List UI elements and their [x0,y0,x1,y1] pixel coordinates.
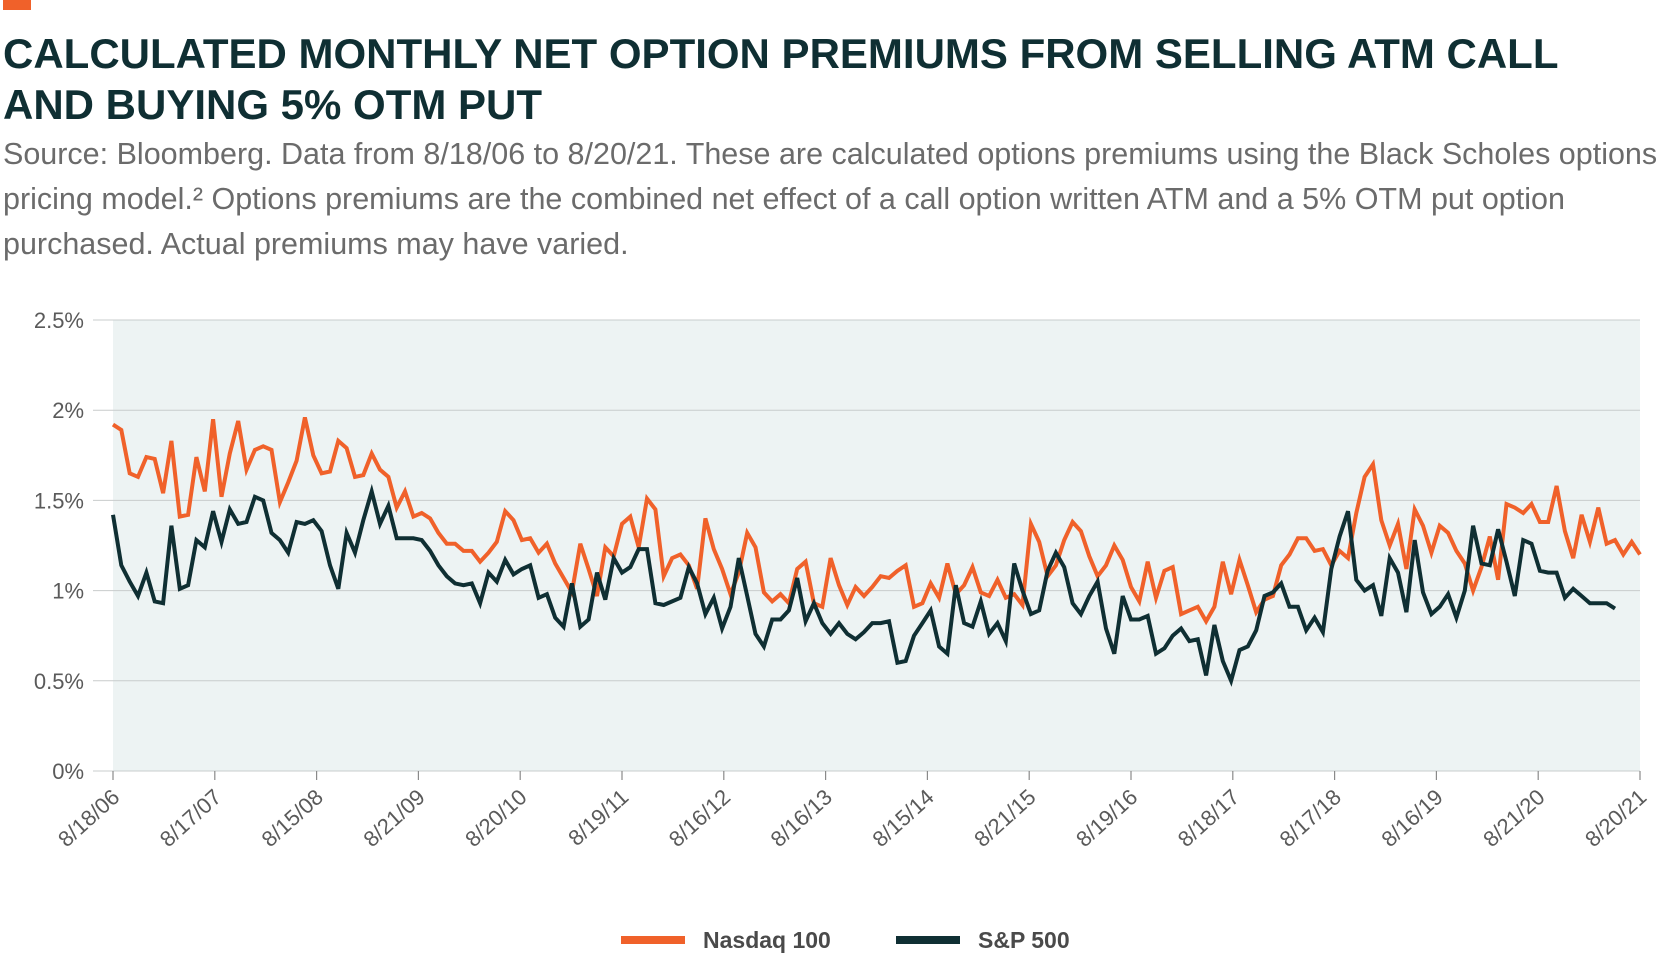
x-tick-label: 8/20/21 [1580,784,1651,852]
line-chart: 0% 0.5% 1% 1.5% 2% 2.5% 8/18/06 8/17/07 8/15/08 8… [34,308,1652,852]
x-tick-label: 8/17/18 [1275,784,1346,852]
series-line-nasdaq-100 [111,416,1642,626]
x-tick-label: 8/21/09 [358,784,429,852]
legend-item-nasdaq-100[interactable]: Nasdaq 100 [621,920,831,960]
accent-bar [3,0,31,10]
x-tick-label: 8/16/19 [1376,784,1447,852]
x-tick-label: 8/18/17 [1173,784,1244,852]
x-tick-label: 8/21/15 [969,784,1040,852]
plot-background [113,320,1640,771]
legend-label-nasdaq-100: Nasdaq 100 [703,926,831,953]
y-tick-label: 0.5% [34,669,84,694]
legend-swatch-nasdaq-100 [621,936,685,944]
y-tick-label: 1.5% [34,488,84,513]
x-tick-label: 8/20/10 [460,784,531,852]
x-tick-label: 8/17/07 [155,784,226,852]
series-line-s-p-500 [111,483,1617,687]
legend: Nasdaq 100 S&P 500 [0,920,1667,960]
y-tick-label: 0% [52,759,84,784]
chart-title: CALCULATED MONTHLY NET OPTION PREMIUMS F… [3,30,1558,128]
y-tick-label: 2.5% [34,308,84,333]
x-tick-label: 8/19/11 [563,784,633,851]
x-tick-label: 8/15/14 [867,784,938,852]
x-tick-label: 8/16/13 [766,784,837,852]
x-tick-label: 8/21/20 [1478,784,1549,852]
y-tick-label: 1% [52,579,84,604]
legend-swatch-sp-500 [896,936,960,944]
legend-label-sp-500: S&P 500 [978,926,1070,953]
chart-subtitle: Source: Bloomberg. Data from 8/18/06 to … [3,137,1658,261]
legend-item-sp-500[interactable]: S&P 500 [896,920,1070,960]
y-tick-label: 2% [52,398,84,423]
plot-area: 0% 0.5% 1% 1.5% 2% 2.5% 8/18/06 8/17/07 8/15/08 8… [34,308,1652,852]
x-tick-label: 8/15/08 [257,784,328,852]
x-tick-label: 8/19/16 [1071,784,1142,852]
x-tick-label: 8/16/12 [664,784,735,852]
x-tick-label: 8/18/06 [53,784,124,852]
